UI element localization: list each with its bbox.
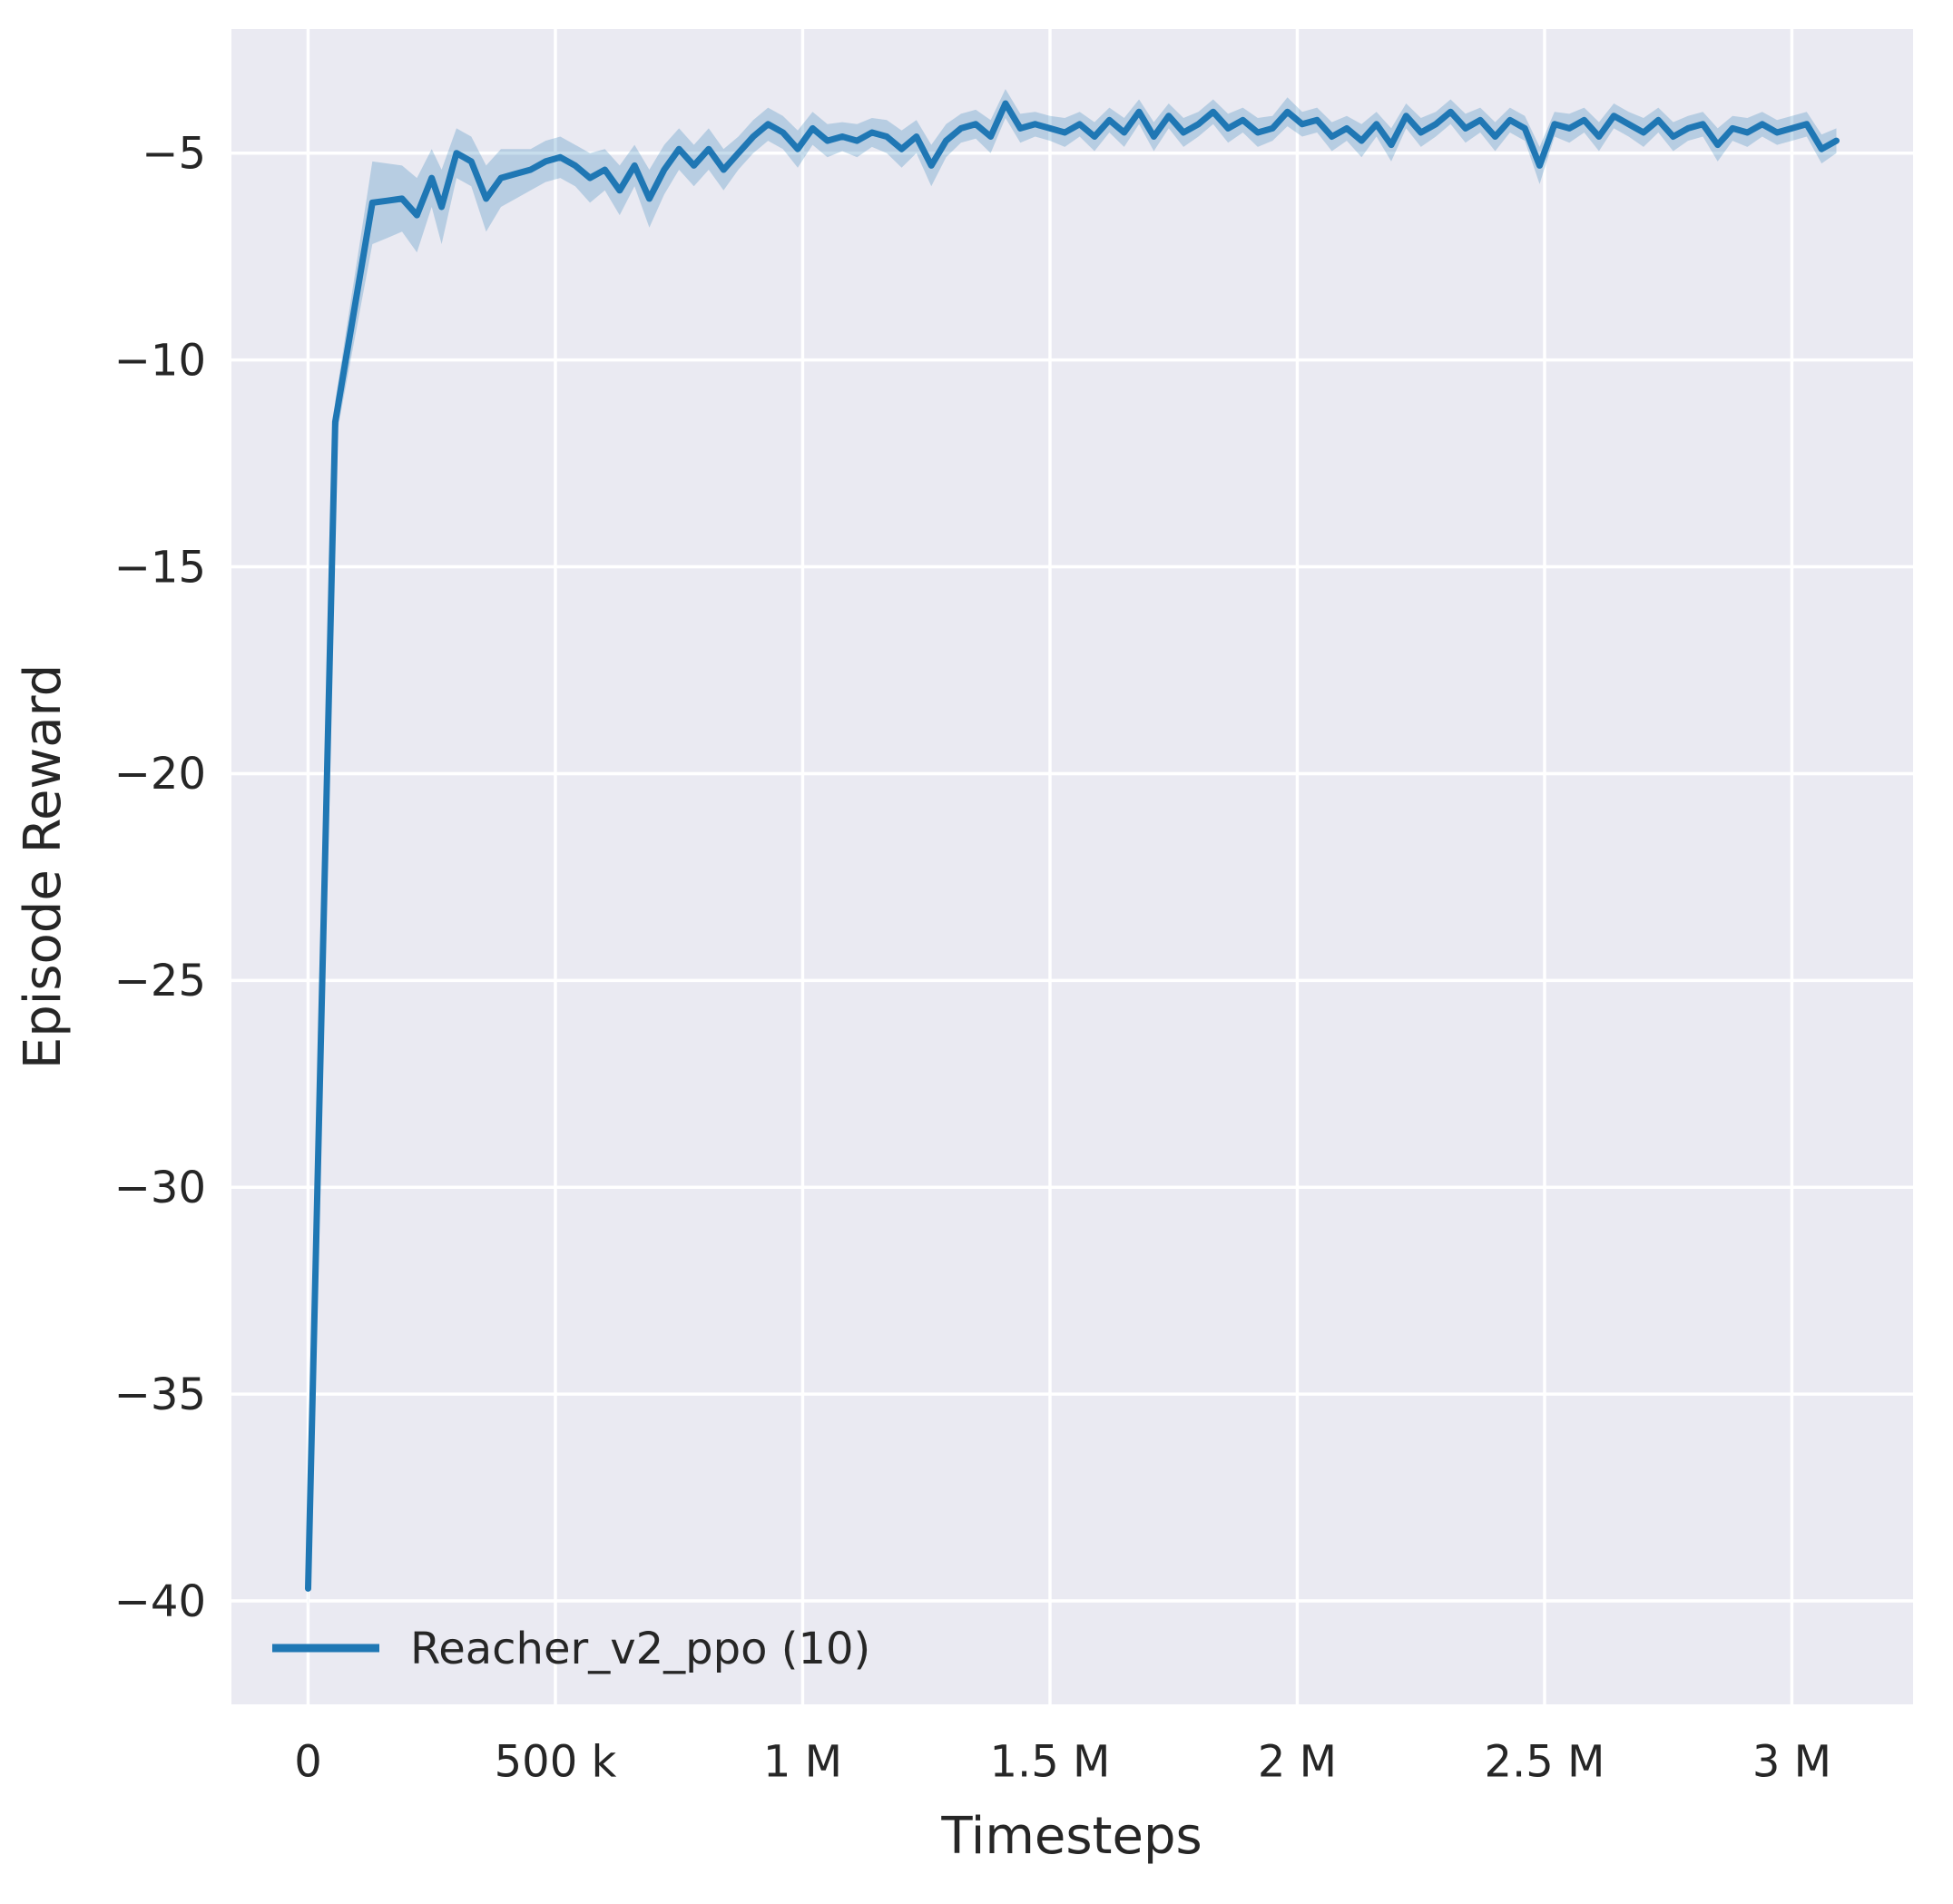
y-axis-label: Episode Reward [14, 664, 73, 1069]
x-tick-label: 3 M [1752, 1737, 1831, 1788]
x-axis-tick-labels: 0 500 k 1 M 1.5 M 2 M 2.5 M 3 M [294, 1737, 1831, 1788]
plot-area [231, 29, 1913, 1704]
legend: Reacher_v2_ppo (10) [272, 1624, 870, 1674]
y-tick-label: −15 [114, 542, 206, 593]
y-tick-label: −20 [114, 749, 206, 800]
gridlines [231, 29, 1913, 1704]
y-tick-label: −35 [114, 1369, 206, 1420]
y-tick-label: −25 [114, 956, 206, 1006]
y-tick-label: −40 [114, 1576, 206, 1627]
x-tick-label: 1 M [763, 1737, 842, 1788]
x-tick-label: 0 [294, 1737, 322, 1788]
x-axis-label: Timesteps [940, 1807, 1202, 1866]
x-tick-label: 2.5 M [1484, 1737, 1605, 1788]
x-tick-label: 500 k [495, 1737, 617, 1788]
legend-label: Reacher_v2_ppo (10) [410, 1624, 870, 1674]
x-tick-label: 2 M [1258, 1737, 1337, 1788]
y-tick-label: −10 [114, 335, 206, 386]
y-tick-label: −30 [114, 1163, 206, 1213]
data-line [305, 100, 1840, 1592]
y-tick-label: −5 [142, 129, 206, 180]
y-axis-tick-labels: −5 −10 −15 −20 −25 −30 −35 −40 [114, 129, 206, 1627]
x-tick-label: 1.5 M [989, 1737, 1110, 1788]
reward-line-path [305, 100, 1840, 1592]
